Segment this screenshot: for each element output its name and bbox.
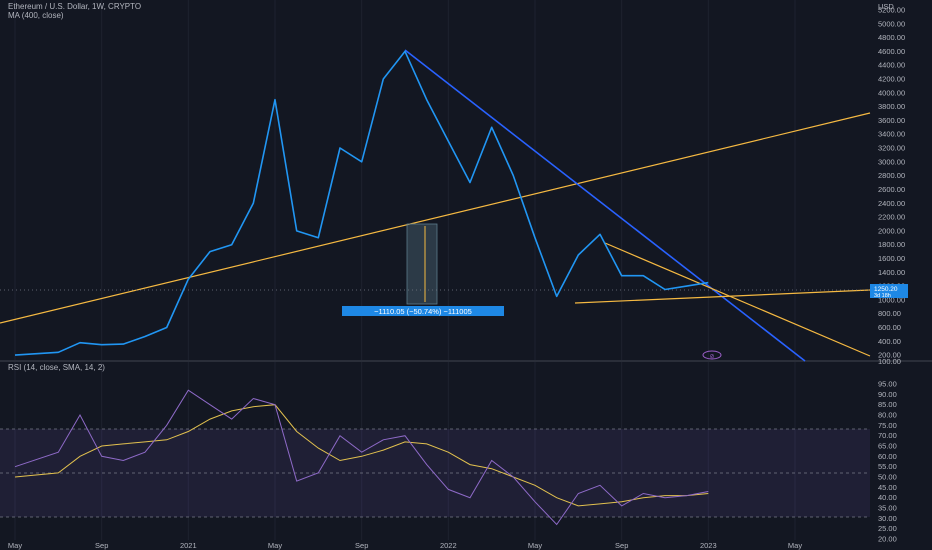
rsi-axis-tick: 90.00 <box>878 390 897 399</box>
rsi-axis-tick: 80.00 <box>878 411 897 420</box>
price-axis-tick: 2200.00 <box>878 213 905 222</box>
price-axis-tick: 3200.00 <box>878 144 905 153</box>
time-axis-tick: May <box>528 541 542 550</box>
rsi-ma-line[interactable] <box>14 404 709 507</box>
rsi-axis-tick: 85.00 <box>878 400 897 409</box>
time-axis-tick: Sep <box>95 541 108 550</box>
trend-line-orange-support[interactable] <box>574 289 871 304</box>
price-axis-tick: 5000.00 <box>878 19 905 28</box>
price-axis-tick: 2800.00 <box>878 171 905 180</box>
trend-line-orange-lower[interactable] <box>604 242 871 357</box>
rsi-line[interactable] <box>14 389 709 526</box>
price-axis-tick: 1600.00 <box>878 254 905 263</box>
rsi-axis-tick: 20.00 <box>878 535 897 544</box>
rsi-indicator-label[interactable]: RSI (14, close, SMA, 14, 2) <box>8 363 105 372</box>
price-axis-tick: 3000.00 <box>878 157 905 166</box>
time-axis-tick: 2022 <box>440 541 457 550</box>
price-axis-tick: 2000.00 <box>878 226 905 235</box>
measure-label: −1110.05 (−50.74%) −111005 <box>374 307 472 316</box>
time-axis-tick: 2023 <box>700 541 717 550</box>
time-axis-tick: May <box>268 541 282 550</box>
time-axis-tick: 2021 <box>180 541 197 550</box>
price-axis-tick: 3800.00 <box>878 102 905 111</box>
annotation-circle-icon[interactable] <box>702 350 722 360</box>
price-axis-tick: 5200.00 <box>878 6 905 15</box>
price-axis-tick: 4800.00 <box>878 33 905 42</box>
rsi-axis-tick: 25.00 <box>878 524 897 533</box>
price-axis-tick: 800.00 <box>878 309 901 318</box>
ma-indicator-label[interactable]: MA (400, close) <box>8 11 64 20</box>
price-axis-tick: 4000.00 <box>878 88 905 97</box>
measure-box[interactable] <box>406 223 438 305</box>
rsi-axis-tick: 45.00 <box>878 483 897 492</box>
chart-title[interactable]: Ethereum / U.S. Dollar, 1W, CRYPTO <box>8 2 142 11</box>
price-axis-tick: 1400.00 <box>878 268 905 277</box>
time-axis-tick: May <box>8 541 22 550</box>
rsi-axis-tick: 50.00 <box>878 473 897 482</box>
price-axis-tick: 2600.00 <box>878 185 905 194</box>
price-axis-tick: 4200.00 <box>878 75 905 84</box>
price-axis-tick: 1800.00 <box>878 240 905 249</box>
time-axis-tick: Sep <box>355 541 368 550</box>
rsi-axis-tick: 95.00 <box>878 380 897 389</box>
rsi-axis-tick: 70.00 <box>878 431 897 440</box>
price-axis-tick: 400.00 <box>878 337 901 346</box>
price-axis-tick: 200.00 <box>878 351 901 360</box>
price-axis-tick: 3400.00 <box>878 130 905 139</box>
price-line[interactable] <box>14 50 709 356</box>
price-axis-tick: 2400.00 <box>878 199 905 208</box>
price-axis-tick: 3600.00 <box>878 116 905 125</box>
time-axis[interactable]: May Sep 2021 May Sep 2022 May Sep 2023 May <box>8 541 802 550</box>
rsi-axis-tick: 75.00 <box>878 421 897 430</box>
rsi-axis-tick: 55.00 <box>878 462 897 471</box>
price-axis-tick: 100.00 <box>878 357 901 366</box>
rsi-axis-tick: 30.00 <box>878 514 897 523</box>
current-price-badge <box>870 284 908 298</box>
trend-line-blue[interactable] <box>404 49 806 362</box>
trend-line-orange-long[interactable] <box>0 112 871 324</box>
price-axis-tick: 4600.00 <box>878 47 905 56</box>
price-axis-tick: 600.00 <box>878 323 901 332</box>
current-price-countdown: 3d 18h <box>874 293 891 299</box>
time-axis-tick: Sep <box>615 541 628 550</box>
time-axis-tick: May <box>788 541 802 550</box>
price-axis-tick: 1000.00 <box>878 295 905 304</box>
rsi-axis-tick: 35.00 <box>878 504 897 513</box>
current-price-value: 1250.20 <box>874 286 898 293</box>
rsi-axis-tick: 60.00 <box>878 452 897 461</box>
price-axis-currency: USD <box>878 2 894 11</box>
rsi-axis-tick: 40.00 <box>878 493 897 502</box>
rsi-axis-tick: 65.00 <box>878 442 897 451</box>
price-axis-tick: 4400.00 <box>878 61 905 70</box>
measure-label-bg <box>342 306 504 316</box>
annotation-symbol: ⊘ <box>709 354 714 360</box>
